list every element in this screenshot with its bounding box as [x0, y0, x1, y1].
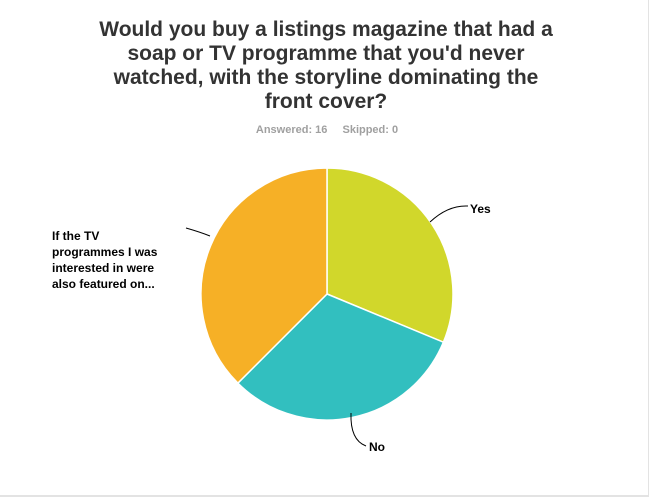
slice-label-3: If the TV programmes I was interested in w… [52, 229, 158, 291]
skipped-count: Skipped: 0 [342, 124, 399, 136]
label-leader-line [185, 227, 211, 237]
response-stats: Answered: 16 Skipped: 0 [0, 124, 654, 136]
question-title: Would you buy a listings magazine that h… [99, 18, 553, 113]
slice-label-1: Yes [470, 202, 491, 216]
pie-slice-3[interactable] [200, 167, 328, 385]
pie-slice-1[interactable] [326, 167, 454, 344]
pie-slice-2[interactable] [236, 293, 445, 421]
answered-count: Answered: 16 [255, 124, 328, 136]
label-leader-line [429, 205, 469, 223]
slice-label-2: No [369, 440, 385, 454]
label-leader-line [350, 412, 367, 447]
